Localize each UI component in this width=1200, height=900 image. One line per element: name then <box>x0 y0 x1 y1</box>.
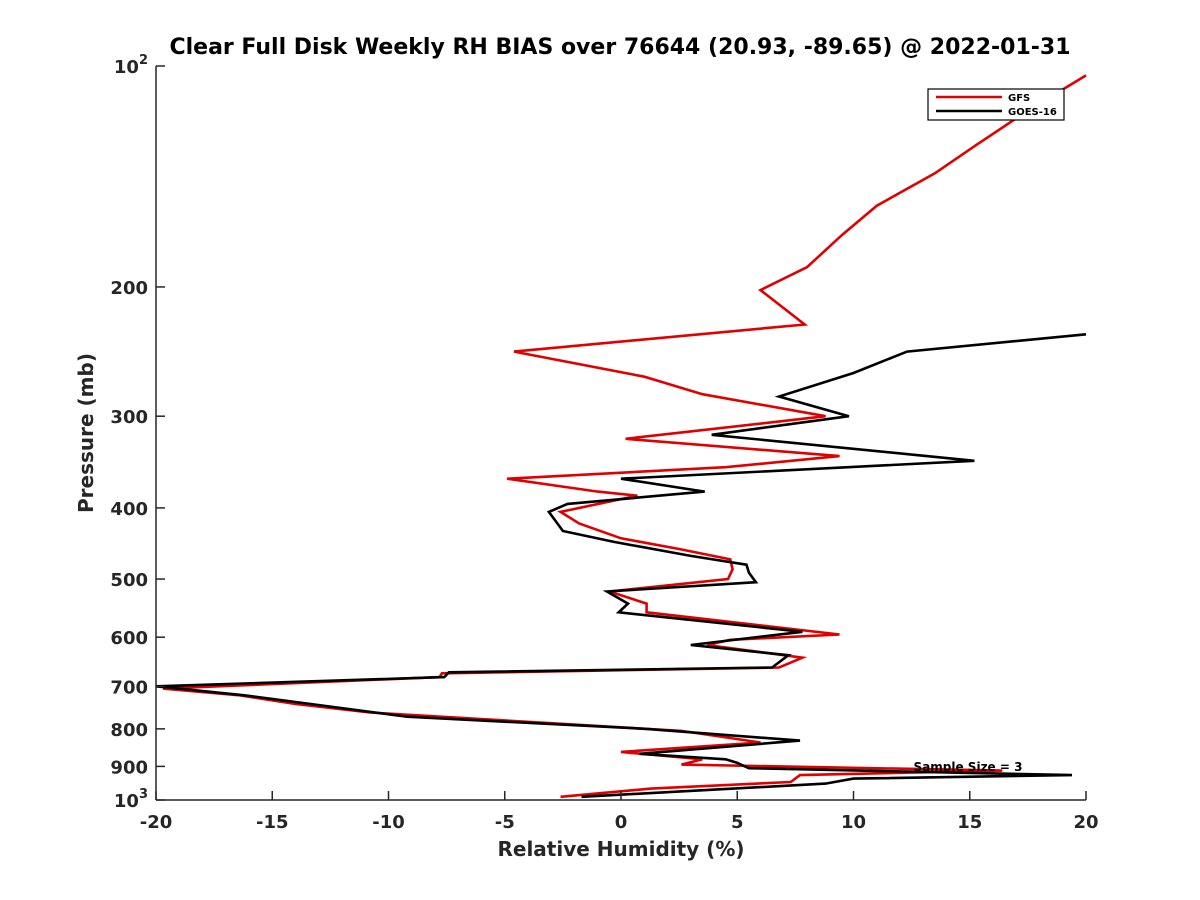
y-tick-label: 500 <box>110 570 148 591</box>
x-tick-label: -15 <box>256 812 289 833</box>
chart-title: Clear Full Disk Weekly RH BIAS over 7664… <box>169 35 1070 60</box>
y-tick-label: 700 <box>110 677 148 698</box>
x-tick-label: -5 <box>495 812 515 833</box>
legend-box <box>927 88 1065 121</box>
x-tick-label: 5 <box>731 812 744 833</box>
y-tick-label: 600 <box>110 628 148 649</box>
x-tick-label: -10 <box>372 812 405 833</box>
x-tick-label: 20 <box>1073 812 1098 833</box>
y-tick-label: 300 <box>110 407 148 428</box>
series-line-gfs <box>162 74 1087 799</box>
series-layer <box>155 74 1087 799</box>
y-power-tick-exponent: 3 <box>139 787 148 802</box>
y-power-tick-label: 103 <box>114 787 148 812</box>
y-power-tick-base: 10 <box>114 57 139 78</box>
series-line-goes-16 <box>155 333 1087 799</box>
legend-label-gfs: GFS <box>1008 93 1030 104</box>
y-tick-label: 200 <box>110 278 148 299</box>
y-tick-label: 800 <box>110 720 148 741</box>
x-ticks: -20 -15 -10 -5 0 5 10 15 20 <box>140 791 1099 833</box>
y-tick-label: 900 <box>110 757 148 778</box>
y-power-tick-exponent: 2 <box>139 53 148 68</box>
x-axis-title: Relative Humidity (%) <box>497 837 744 861</box>
sample-size-annotation: Sample Size = 3 <box>914 760 1023 774</box>
x-tick-label: 10 <box>841 812 866 833</box>
y-power-tick-base: 10 <box>114 791 139 812</box>
legend-label-goes-16: GOES-16 <box>1008 107 1057 118</box>
y-tick-label: 400 <box>110 499 148 520</box>
y-axis-title: Pressure (mb) <box>74 353 98 513</box>
y-power-tick-label: 102 <box>114 53 148 78</box>
x-tick-label: 0 <box>615 812 628 833</box>
x-tick-label: 15 <box>957 812 982 833</box>
x-tick-label: -20 <box>140 812 173 833</box>
legend: GFS GOES-16 <box>927 88 1065 121</box>
